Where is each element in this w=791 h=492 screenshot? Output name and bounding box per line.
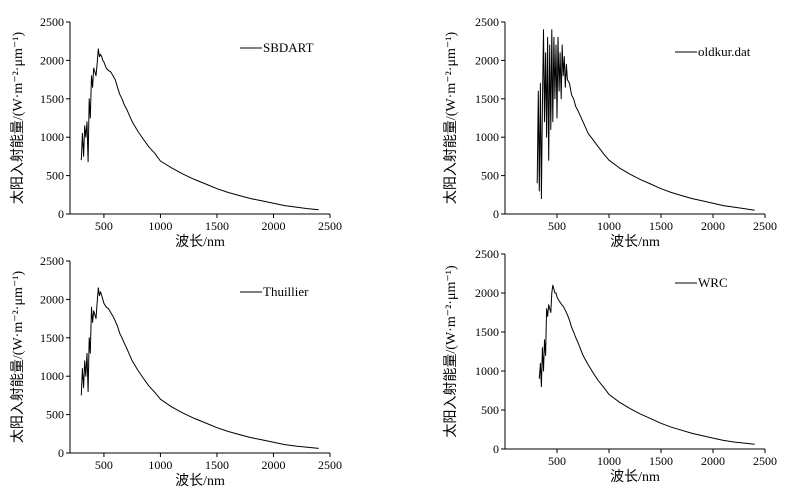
chart-panel-4: 0 500 1000 1500 2000 2500 500 1000 1500 2000 2500 波… (443, 247, 777, 485)
y-tick-label: 1500 (40, 92, 64, 106)
chart-panel-3: 0 500 1000 1500 2000 2500 500 1000 1500 2000 2500 波… (10, 254, 342, 489)
y-tick-label: 500 (481, 403, 499, 417)
y-tick-label: 2000 (40, 53, 64, 67)
x-tick-label: 2000 (261, 219, 285, 233)
y-tick-label: 500 (481, 169, 499, 183)
x-tick-label: 1000 (148, 458, 172, 472)
x-tick-label: 2000 (701, 454, 725, 468)
series-line-thuillier (80, 287, 319, 449)
x-axis-label: 波长/nm (175, 473, 225, 489)
y-axis-label: 太阳入射能量/(W·m⁻²·μm⁻¹) (10, 271, 26, 444)
x-tick-label: 2500 (318, 219, 342, 233)
chart-panel-2: 0 500 1000 1500 2000 2500 500 1000 1500 2000 2500 波… (443, 15, 777, 250)
series-line-oldkur-dat (536, 29, 755, 211)
y-tick-label: 2000 (40, 292, 64, 306)
x-tick-label: 1500 (205, 219, 229, 233)
x-tick-label: 500 (548, 219, 566, 233)
x-tick-label: 1500 (205, 458, 229, 472)
y-tick-label: 1000 (40, 130, 64, 144)
x-tick-label: 2000 (701, 219, 725, 233)
y-tick-label: 2500 (40, 15, 64, 29)
y-tick-label: 2500 (475, 15, 499, 29)
y-tick-label: 1000 (40, 369, 64, 383)
y-tick-label: 1500 (475, 92, 499, 106)
chart-panel-1: 0 500 1000 1500 2000 2500 500 1000 1500 2000 2500 波… (10, 15, 342, 250)
y-axis-label: 太阳入射能量/(W·m⁻²·μm⁻¹) (443, 265, 459, 438)
x-tick-label: 2500 (318, 458, 342, 472)
y-tick-label: 0 (58, 207, 64, 221)
x-axis-label: 波长/nm (175, 234, 225, 250)
y-tick-label: 2000 (475, 286, 499, 300)
legend-label: WRC (698, 275, 728, 290)
x-tick-label: 500 (95, 458, 113, 472)
legend-label: Thuillier (263, 284, 309, 299)
x-axis-label: 波长/nm (610, 234, 660, 250)
y-tick-label: 1500 (475, 325, 499, 339)
y-tick-label: 0 (493, 442, 499, 456)
x-tick-label: 1500 (649, 454, 673, 468)
x-tick-label: 1000 (597, 454, 621, 468)
y-tick-label: 1500 (40, 331, 64, 345)
y-tick-label: 1000 (475, 130, 499, 144)
x-tick-label: 1500 (649, 219, 673, 233)
y-tick-label: 1000 (475, 364, 499, 378)
y-tick-label: 2000 (475, 53, 499, 67)
x-tick-label: 1000 (148, 219, 172, 233)
y-tick-label: 500 (46, 169, 64, 183)
series-line-wrc (538, 284, 755, 445)
x-axis-label: 波长/nm (610, 469, 660, 485)
legend-label: oldkur.dat (698, 44, 751, 59)
y-tick-label: 0 (58, 446, 64, 460)
y-axis-label: 太阳入射能量/(W·m⁻²·μm⁻¹) (443, 32, 459, 205)
legend-label: SBDART (263, 40, 314, 55)
y-axis-label: 太阳入射能量/(W·m⁻²·μm⁻¹) (10, 32, 26, 205)
y-tick-label: 0 (493, 207, 499, 221)
y-tick-label: 2500 (40, 254, 64, 268)
y-tick-label: 500 (46, 408, 64, 422)
x-tick-label: 500 (95, 219, 113, 233)
x-tick-label: 500 (548, 454, 566, 468)
y-tick-label: 2500 (475, 247, 499, 261)
x-tick-label: 1000 (597, 219, 621, 233)
x-tick-label: 2500 (753, 454, 777, 468)
x-tick-label: 2500 (753, 219, 777, 233)
series-line-sbdart (80, 48, 319, 211)
x-tick-label: 2000 (261, 458, 285, 472)
